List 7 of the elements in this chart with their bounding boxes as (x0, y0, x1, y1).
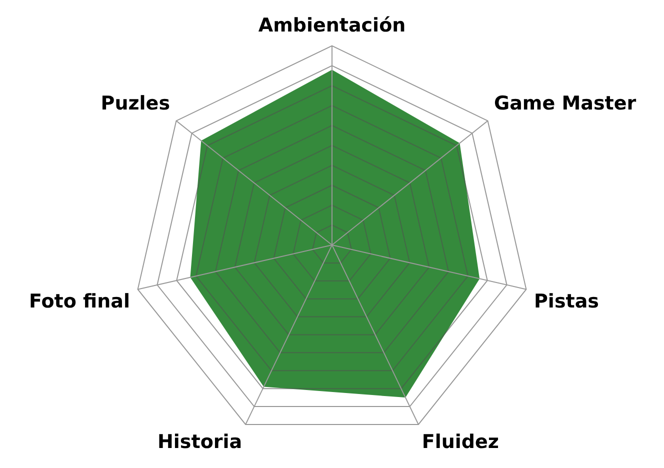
spoke-label: Game Master (494, 92, 637, 114)
spoke-label: Puzles (100, 92, 170, 114)
spoke-label: Historia (158, 431, 242, 454)
spoke-label: Ambientación (258, 14, 406, 36)
spoke-label: Fluidez (422, 431, 499, 454)
spoke-label: Foto final (29, 290, 130, 312)
spoke-label: Pistas (534, 290, 599, 312)
